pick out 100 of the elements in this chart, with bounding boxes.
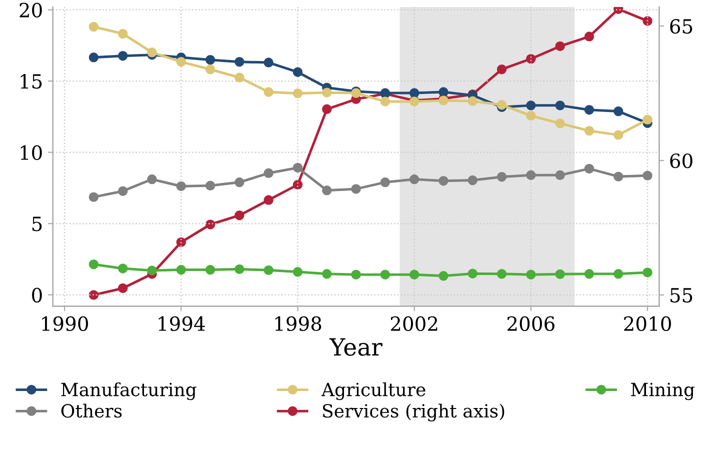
point	[147, 174, 157, 184]
point	[614, 6, 624, 14]
x-tick-label: 1998	[275, 316, 322, 332]
point	[584, 164, 594, 174]
point	[147, 48, 157, 58]
point	[642, 16, 652, 26]
point	[88, 22, 99, 32]
point	[88, 192, 99, 202]
x-tick-label: 2002	[390, 316, 438, 332]
point	[264, 58, 274, 68]
point	[118, 186, 128, 196]
point	[176, 237, 186, 248]
legend-label: Mining	[631, 382, 695, 400]
point	[526, 110, 536, 121]
point	[409, 88, 420, 98]
y2-tick-label: 55	[670, 288, 692, 303]
point	[380, 270, 390, 280]
point	[614, 172, 624, 182]
point	[322, 269, 332, 279]
y2-tick-label: 60	[670, 153, 692, 168]
point	[642, 114, 652, 125]
legend-label: Others	[61, 404, 122, 418]
point	[292, 267, 303, 277]
point	[555, 269, 565, 280]
point	[88, 290, 99, 300]
y2-tick-label: 65	[670, 19, 692, 34]
legend-label: Services (right axis)	[322, 404, 504, 422]
point	[468, 175, 478, 186]
point	[526, 100, 536, 110]
point	[380, 177, 390, 188]
point	[526, 270, 536, 280]
point	[496, 64, 507, 74]
point	[351, 184, 361, 194]
point	[409, 174, 420, 184]
point	[118, 28, 128, 39]
point	[292, 180, 303, 190]
point	[118, 283, 128, 294]
point	[205, 54, 216, 65]
point	[642, 268, 652, 278]
point	[380, 96, 390, 106]
y-tick-label: 15	[20, 74, 42, 89]
legend-label: Manufacturing	[61, 382, 196, 400]
point	[176, 264, 186, 275]
point	[234, 210, 244, 220]
point	[584, 32, 594, 42]
y-tick-label: 5	[32, 216, 42, 232]
point	[614, 269, 624, 279]
point	[322, 104, 332, 114]
point	[642, 170, 652, 180]
x-tick-label: 2006	[507, 316, 554, 332]
x-axis-title: Year	[329, 338, 382, 356]
point	[468, 268, 478, 278]
point	[292, 88, 303, 98]
point	[438, 87, 448, 97]
point	[496, 172, 507, 182]
y-tick-label: 10	[20, 145, 42, 160]
point	[584, 126, 594, 136]
x-tick-label: 1990	[42, 316, 88, 332]
point	[584, 104, 594, 115]
point	[555, 41, 565, 52]
point	[147, 266, 157, 276]
point	[234, 72, 244, 82]
point	[322, 186, 332, 196]
y-tick-label: 20	[20, 2, 42, 18]
point	[205, 264, 216, 275]
point	[118, 50, 128, 61]
point	[584, 269, 594, 279]
point	[88, 52, 99, 62]
point	[555, 118, 565, 128]
legend-label: Agriculture	[321, 382, 426, 400]
point	[438, 176, 448, 186]
point	[526, 54, 536, 64]
point	[292, 67, 303, 77]
x-tick-label: 2010	[624, 316, 671, 332]
point	[555, 170, 565, 180]
point	[468, 96, 478, 106]
point	[496, 269, 507, 279]
point	[88, 259, 99, 270]
point	[176, 56, 186, 67]
point	[176, 181, 186, 192]
point	[438, 271, 448, 281]
point	[205, 180, 216, 191]
point	[264, 168, 274, 178]
point	[351, 270, 361, 280]
point	[292, 162, 303, 173]
point	[614, 130, 624, 140]
point	[264, 87, 274, 97]
point	[555, 100, 565, 110]
point	[409, 270, 420, 280]
point	[614, 106, 624, 116]
x-tick-label: 1994	[158, 316, 205, 332]
point	[234, 56, 244, 67]
point	[322, 88, 332, 98]
point	[526, 170, 536, 180]
point	[234, 264, 244, 274]
point	[118, 264, 128, 274]
point	[234, 177, 244, 188]
point	[264, 265, 274, 276]
point	[205, 220, 216, 230]
y-tick-label: 0	[32, 288, 42, 303]
